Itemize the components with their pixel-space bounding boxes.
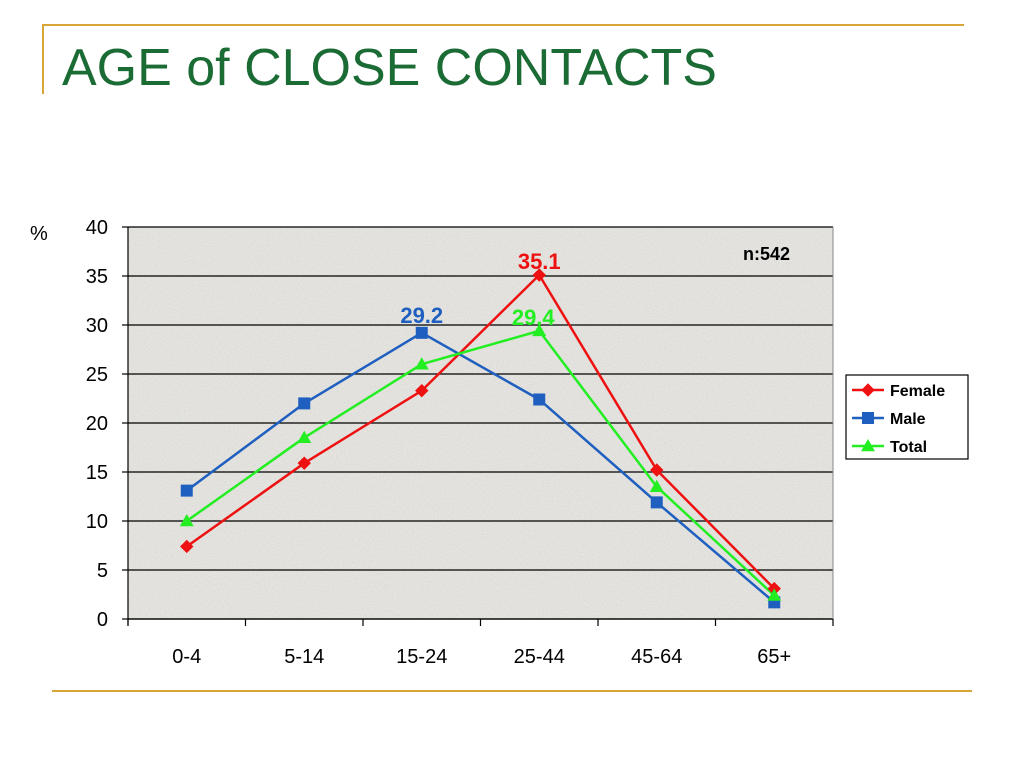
legend-label-total: Total: [890, 439, 927, 456]
y-tick-label: 0: [97, 609, 108, 631]
y-tick-label: 10: [86, 511, 108, 533]
data-label-total: 29.4: [512, 305, 556, 330]
y-tick-label: 5: [97, 560, 108, 582]
x-tick-label: 25-44: [514, 646, 565, 668]
legend-marker-female: [861, 383, 875, 397]
legend-label-male: Male: [890, 411, 926, 428]
y-tick-label: 15: [86, 462, 108, 484]
data-label-female: 35.1: [518, 249, 561, 274]
legend-marker-total: [861, 439, 875, 452]
series-line-female: [186, 273, 776, 590]
data-point-female: [297, 456, 311, 470]
legend-marker-male: [862, 412, 874, 424]
data-point-male: [650, 496, 663, 509]
data-point-male: [415, 326, 428, 339]
data-point-female: [650, 463, 664, 477]
y-tick-label: 40: [86, 217, 108, 239]
x-tick-label: 5-14: [284, 646, 324, 668]
y-axis-label: %: [30, 223, 48, 245]
data-point-male: [180, 484, 193, 497]
y-tick-label: 25: [86, 364, 108, 386]
data-point-total: [767, 588, 782, 601]
side-rule: [42, 24, 44, 94]
bottom-rule: [52, 690, 972, 692]
data-point-total: [297, 430, 312, 443]
y-tick-label: 35: [86, 266, 108, 288]
y-tick-label: 20: [86, 413, 108, 435]
data-point-female: [415, 383, 429, 398]
data-point-total: [179, 514, 194, 527]
top-rule: [42, 24, 964, 26]
data-point-total: [532, 323, 547, 337]
data-point-female: [532, 268, 546, 282]
data-point-total: [649, 479, 664, 492]
x-tick-label: 0-4: [172, 646, 201, 668]
x-tick-label: 65+: [757, 646, 791, 668]
series-line-male: [186, 331, 776, 604]
data-label-male: 29.2: [400, 303, 443, 328]
legend-label-female: Female: [890, 383, 945, 400]
x-tick-label: 15-24: [396, 646, 447, 668]
data-point-male: [533, 393, 546, 406]
sample-size-annotation: n:542: [743, 244, 790, 264]
slide-title: AGE of CLOSE CONTACTS: [62, 39, 717, 97]
data-point-male: [298, 397, 311, 410]
data-point-female: [180, 539, 194, 554]
series-line-total: [186, 329, 776, 597]
x-tick-label: 45-64: [631, 646, 682, 668]
data-point-total: [414, 357, 429, 370]
y-tick-label: 30: [86, 315, 108, 337]
